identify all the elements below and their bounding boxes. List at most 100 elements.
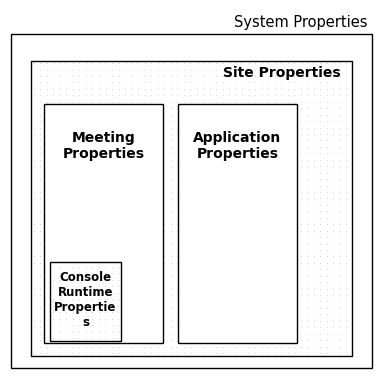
Point [252,299,259,305]
Point [148,254,154,260]
Point [63,137,70,143]
Point [142,150,148,156]
Point [51,227,57,233]
Point [148,60,154,66]
Point [311,241,317,247]
Point [148,221,154,227]
Point [38,279,44,285]
Point [317,60,323,66]
Point [63,60,70,66]
Point [181,324,187,330]
Point [291,241,298,247]
Point [44,118,50,124]
Point [233,221,239,227]
Point [38,60,44,66]
Point [174,318,180,324]
Point [187,182,193,188]
Point [31,260,37,266]
Point [181,330,187,337]
Point [252,105,259,111]
Point [63,67,70,73]
Point [207,305,213,311]
Point [122,170,128,176]
Point [44,343,50,349]
Point [278,131,284,137]
Point [57,189,63,195]
Point [31,208,37,215]
Point [129,92,135,98]
Point [272,131,278,137]
Point [116,330,122,337]
Point [311,182,317,188]
Point [135,111,141,117]
Point [239,137,246,143]
Point [70,279,76,285]
Point [233,105,239,111]
Point [246,318,252,324]
Point [168,318,174,324]
Point [155,60,161,66]
Point [311,60,317,66]
Point [129,144,135,150]
Point [174,227,180,233]
Point [187,350,193,356]
Point [265,157,272,163]
Point [181,67,187,73]
Point [57,124,63,130]
Point [213,299,219,305]
Point [285,350,291,356]
Point [252,131,259,137]
Point [57,60,63,66]
Point [148,305,154,311]
Point [233,318,239,324]
Point [265,305,272,311]
Point [109,221,115,227]
Point [181,182,187,188]
Point [181,79,187,85]
Point [298,189,304,195]
Point [102,202,109,208]
Point [70,277,76,283]
Bar [31,61,352,356]
Point [115,322,121,328]
Point [129,324,135,330]
Point [96,322,102,328]
Point [90,260,96,266]
Point [96,260,102,266]
Point [70,324,76,330]
Point [102,208,109,215]
Point [83,144,89,150]
Point [38,227,44,233]
Point [304,292,311,298]
Point [57,299,63,305]
Point [285,260,291,266]
Point [337,266,343,272]
Point [148,196,154,202]
Point [155,118,161,124]
Point [70,144,76,150]
Point [344,157,350,163]
Point [63,241,70,247]
Point [51,247,57,253]
Point [220,343,226,349]
Point [155,286,161,292]
Point [324,189,330,195]
Point [122,189,128,195]
Point [83,315,89,321]
Point [76,335,82,341]
Point [181,318,187,324]
Point [285,92,291,98]
Point [259,247,265,253]
Point [116,208,122,215]
Point [102,163,109,169]
Point [220,118,226,124]
Point [285,241,291,247]
Point [291,343,298,349]
Point [265,163,272,169]
Bar [50,262,121,341]
Point [181,150,187,156]
Point [116,176,122,182]
Point [31,163,37,169]
Point [239,189,246,195]
Point [285,215,291,221]
